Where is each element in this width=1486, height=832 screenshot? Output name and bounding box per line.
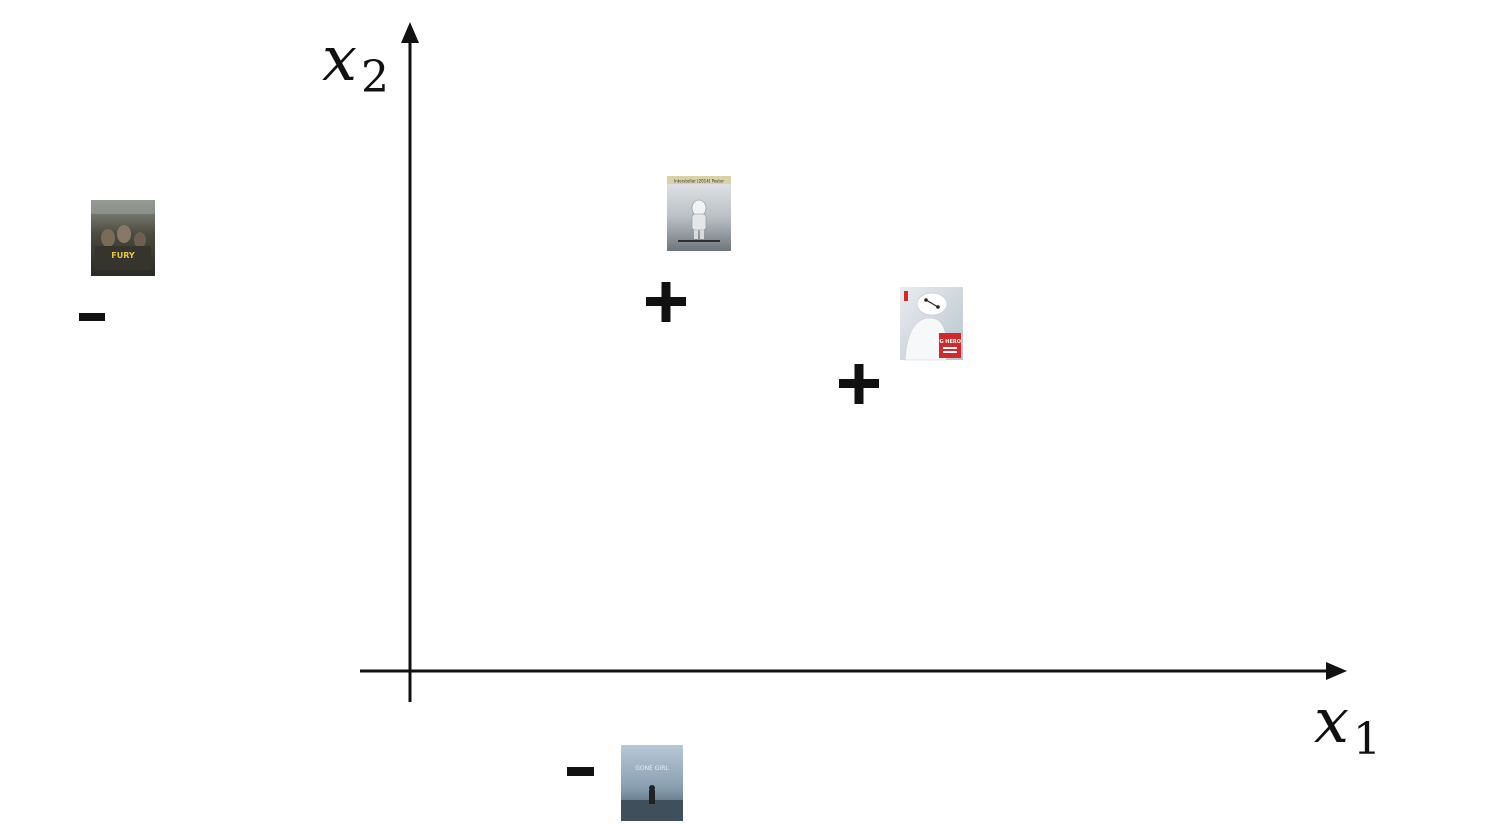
x-axis [360,662,1347,680]
y-axis-label: x2 [322,22,389,103]
fury-title: FURY [111,251,135,260]
fury-negative-sign [79,313,105,321]
gone-girl-negative-sign [567,767,594,776]
interstellar-title: Interstellar (2014) Poster [674,179,724,184]
y-axis [401,22,419,702]
x-axis-arrowhead [1326,662,1347,680]
x-axis-label: x1 [1314,684,1381,765]
gone-girl-poster: GONE GIRL [621,745,683,821]
big-hero-6-poster: BIG HERO 6 [900,287,967,361]
fury-poster: FURY [91,200,155,276]
interstellar-poster: Interstellar (2014) Poster [667,176,731,251]
interstellar-positive-sign [646,282,686,322]
gone-girl-title: GONE GIRL [635,765,669,772]
y-axis-arrowhead [401,22,419,43]
big-hero-6-title: BIG HERO 6 [934,339,967,345]
big-hero-6-positive-sign [839,364,879,404]
